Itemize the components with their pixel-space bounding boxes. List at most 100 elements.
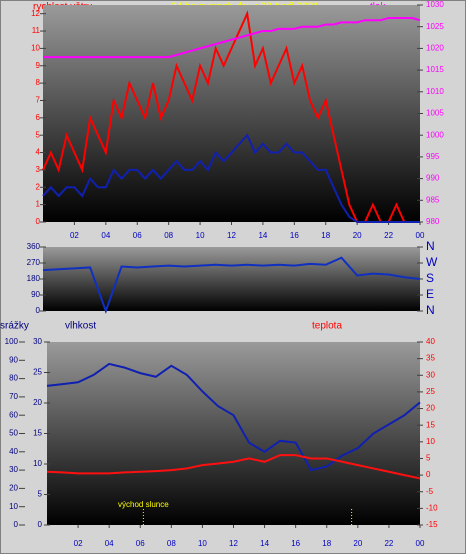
y2-tick-label: 990 bbox=[426, 174, 440, 183]
y2-tick-label: 1015 bbox=[426, 65, 444, 74]
y3-tick-label: 15 bbox=[33, 429, 42, 438]
x-tick-label: 06 bbox=[136, 539, 145, 548]
x-tick-label: 10 bbox=[198, 539, 207, 548]
y2-tick-label: 30 bbox=[426, 370, 435, 379]
series-line bbox=[42, 133, 420, 223]
x-tick-label: 08 bbox=[164, 231, 173, 240]
y-tick-label: 2 bbox=[36, 182, 41, 191]
y-tick-label: 10 bbox=[31, 44, 40, 53]
y-tick-label: 360 bbox=[27, 242, 41, 251]
y-tick-label: 0 bbox=[36, 306, 41, 315]
y-tick-label: 5 bbox=[36, 130, 41, 139]
x-tick-label: 04 bbox=[101, 231, 110, 240]
y2-tick-label: E bbox=[426, 287, 434, 301]
x-tick-label: 16 bbox=[290, 231, 299, 240]
y2-tick-label: 15 bbox=[426, 420, 435, 429]
y2-tick-label: S bbox=[426, 271, 434, 285]
y-tick-label: 80 bbox=[9, 374, 18, 383]
y2-tick-label: -10 bbox=[426, 503, 438, 512]
plot-area bbox=[43, 247, 420, 311]
y2-tick-label: N bbox=[426, 239, 435, 253]
y2-tick-label: 1005 bbox=[426, 109, 444, 118]
y2-tick-label: 1025 bbox=[426, 22, 444, 31]
x-tick-label: 00 bbox=[416, 231, 425, 240]
y-tick-label: 12 bbox=[31, 9, 40, 18]
x-tick-label: 14 bbox=[260, 539, 269, 548]
y2-label: teplota bbox=[312, 321, 342, 332]
y-tick-label: 9 bbox=[36, 61, 41, 70]
y3-tick-label: 0 bbox=[38, 520, 43, 529]
y-tick-label: 50 bbox=[9, 429, 18, 438]
x-tick-label: 00 bbox=[416, 539, 425, 548]
x-tick-label: 02 bbox=[70, 231, 79, 240]
y2-tick-label: 1000 bbox=[426, 130, 444, 139]
y-tick-label: 180 bbox=[27, 274, 41, 283]
y2-tick-label: 1020 bbox=[426, 44, 444, 53]
y2-tick-label: -5 bbox=[426, 487, 434, 496]
y3-tick-label: 30 bbox=[33, 337, 42, 346]
series-line bbox=[46, 362, 421, 472]
x-tick-label: 10 bbox=[196, 231, 205, 240]
x-tick-label: 22 bbox=[384, 539, 393, 548]
y-tick-label: 70 bbox=[9, 392, 18, 401]
y-tick-label: 11 bbox=[32, 26, 41, 35]
x-tick-label: 02 bbox=[74, 539, 83, 548]
y2-tick-label: 1030 bbox=[426, 0, 444, 9]
plot-area bbox=[47, 342, 420, 525]
x-tick-label: 16 bbox=[291, 539, 300, 548]
y-tick-label: 0 bbox=[36, 217, 41, 226]
y3-tick-label: 20 bbox=[33, 398, 42, 407]
series-line bbox=[43, 17, 421, 59]
y-label: srážky bbox=[0, 321, 29, 332]
y2-tick-label: 985 bbox=[426, 195, 440, 204]
x-tick-label: 08 bbox=[167, 539, 176, 548]
y-tick-label: 1 bbox=[36, 200, 41, 209]
y-tick-label: 10 bbox=[9, 502, 18, 511]
y-tick-label: 6 bbox=[36, 113, 41, 122]
y-tick-label: 60 bbox=[9, 410, 18, 419]
y2-tick-label: 0 bbox=[426, 470, 431, 479]
y2-tick-label: 1010 bbox=[426, 87, 444, 96]
x-tick-label: 14 bbox=[258, 231, 267, 240]
x-tick-label: 18 bbox=[321, 231, 330, 240]
y-tick-label: 90 bbox=[9, 355, 18, 364]
annotation: východ slunce bbox=[118, 500, 169, 509]
x-tick-label: 22 bbox=[384, 231, 393, 240]
y-tick-label: 4 bbox=[36, 148, 41, 157]
y2-tick-label: N bbox=[426, 303, 435, 317]
y2-tick-label: -15 bbox=[426, 520, 438, 529]
y-tick-label: 100 bbox=[5, 337, 19, 346]
y2-tick-label: 25 bbox=[426, 387, 435, 396]
series-line bbox=[46, 454, 421, 480]
y-tick-label: 270 bbox=[27, 258, 41, 267]
x-tick-label: 20 bbox=[353, 231, 362, 240]
y2-tick-label: 10 bbox=[426, 437, 435, 446]
y-tick-label: 40 bbox=[9, 447, 18, 456]
x-tick-label: 12 bbox=[229, 539, 238, 548]
series-line bbox=[42, 256, 421, 314]
y-tick-label: 7 bbox=[36, 96, 41, 105]
y-tick-label: 3 bbox=[36, 165, 41, 174]
y2-tick-label: 40 bbox=[426, 337, 435, 346]
y-tick-label: 8 bbox=[36, 78, 41, 87]
x-tick-label: 18 bbox=[322, 539, 331, 548]
y2-tick-label: 5 bbox=[426, 454, 431, 463]
x-tick-label: 12 bbox=[227, 231, 236, 240]
y2-tick-label: W bbox=[426, 255, 438, 269]
y2-tick-label: 980 bbox=[426, 217, 440, 226]
y-tick-label: 20 bbox=[9, 484, 18, 493]
y3-tick-label: 10 bbox=[33, 459, 42, 468]
y3-label: vlhkost bbox=[65, 321, 96, 332]
y2-tick-label: 995 bbox=[426, 152, 440, 161]
x-tick-label: 20 bbox=[353, 539, 362, 548]
y-tick-label: 0 bbox=[14, 520, 19, 529]
plot-area bbox=[43, 5, 420, 222]
y3-tick-label: 25 bbox=[33, 368, 42, 377]
y2-tick-label: 20 bbox=[426, 404, 435, 413]
y2-tick-label: 35 bbox=[426, 354, 435, 363]
y3-tick-label: 5 bbox=[38, 490, 43, 499]
y-tick-label: 90 bbox=[31, 290, 40, 299]
y-tick-label: 30 bbox=[9, 465, 18, 474]
x-tick-label: 04 bbox=[105, 539, 114, 548]
